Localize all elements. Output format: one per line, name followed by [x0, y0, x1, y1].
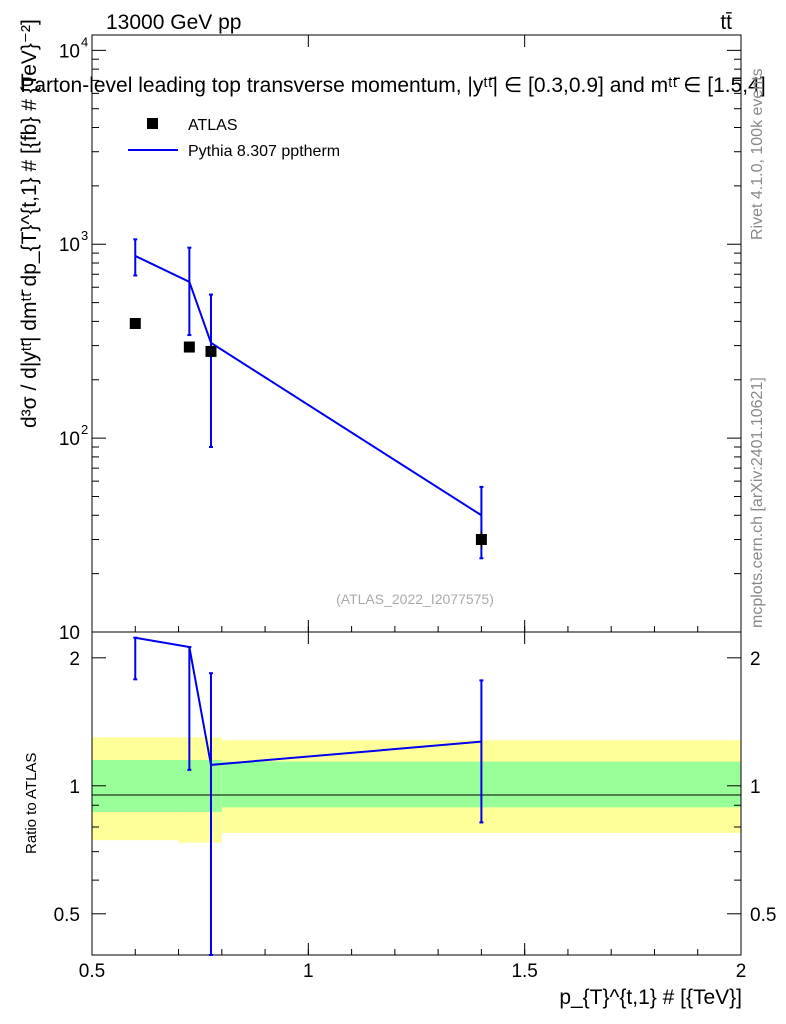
mcplots-label: mcplots.cern.ch [arXiv:2401.10621]: [749, 377, 766, 628]
x-tick-label: 2: [736, 961, 747, 982]
mc-series: [133, 238, 484, 560]
ratio-series: [133, 636, 484, 956]
x-tick-label: 0.5: [79, 961, 105, 982]
y-tick-label-exponent: 4: [81, 34, 88, 49]
ratio-tick-label-right: 2: [750, 649, 761, 670]
energy-label: 13000 GeV pp: [106, 11, 241, 34]
process-label: tt̄: [720, 11, 732, 34]
ratio-line: [135, 636, 482, 766]
y-tick-label: 10: [59, 429, 80, 450]
y-tick-label-exponent: 3: [81, 228, 88, 243]
legend-data-marker: [147, 118, 158, 129]
chart-title: Parton-level leading top transverse mome…: [20, 74, 765, 97]
analysis-watermark: (ATLAS_2022_I2077575): [336, 591, 494, 607]
legend-data-label: ATLAS: [188, 117, 238, 134]
ratio-tick-label-right: 1: [750, 777, 761, 798]
y-tick-label: 10: [59, 41, 80, 62]
legend-mc-label: Pythia 8.307 pptherm: [188, 143, 340, 160]
mc-line: [134, 255, 482, 517]
ratio-tick-label: 1: [69, 777, 80, 798]
y-tick-label: 10: [59, 623, 80, 644]
ratio-tick-label-right: 0.5: [750, 905, 776, 926]
band-inner-0: [92, 759, 179, 812]
data-series: [129, 318, 487, 549]
rivet-label: Rivet 4.1.0, 100k events: [749, 68, 766, 240]
data-point: [183, 341, 195, 353]
band-inner-1: [178, 759, 222, 812]
y-axis-label: d³σ / d|yᵗᵗ̄| dmᵗᵗ̄ dp_{T}^{t,1} # [{fb}…: [18, 19, 41, 428]
ratio-axis-label: Ratio to ATLAS: [23, 753, 40, 854]
y-tick-label-exponent: 2: [81, 422, 88, 437]
x-tick-label: 1.5: [511, 961, 537, 982]
data-point: [475, 533, 487, 545]
x-axis-label: p_{T}^{t,1} # [{TeV}]: [559, 986, 742, 1009]
data-point: [205, 345, 217, 357]
x-tick-label: 1: [303, 961, 314, 982]
ratio-tick-label: 2: [69, 649, 80, 670]
y-tick-label: 10: [59, 235, 80, 256]
ratio-tick-label: 0.5: [54, 905, 80, 926]
ratio-panel-frame: [91, 631, 742, 956]
data-point: [129, 318, 141, 330]
